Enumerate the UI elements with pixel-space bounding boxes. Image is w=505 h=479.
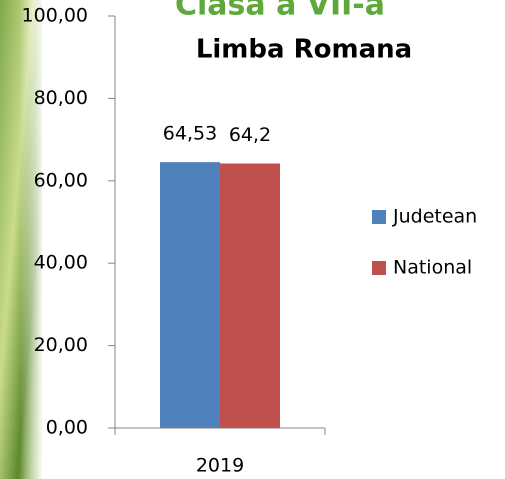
y-tick-label: 0,00 [46, 417, 88, 439]
chart: Clasa a VII-a Limba Romana 0,00 20,00 40,0… [0, 0, 505, 479]
page: {"chart_data": {"type": "bar", "subtitle… [0, 0, 505, 479]
legend-swatch [372, 261, 386, 275]
value-label: 64,2 [229, 124, 271, 146]
legend-label: National [393, 257, 472, 279]
y-tick-label: 100,00 [22, 5, 88, 27]
chart-subtitle: Clasa a VII-a [175, 0, 385, 23]
y-tick-label: 80,00 [34, 87, 88, 109]
value-label: 64,53 [163, 123, 217, 145]
bar [160, 162, 220, 428]
y-tick-label: 20,00 [34, 334, 88, 356]
y-tick-label: 60,00 [34, 169, 88, 191]
y-tick-label: 40,00 [34, 252, 88, 274]
x-tick-label: 2019 [196, 455, 244, 477]
legend-label: Judetean [392, 206, 477, 228]
chart-title: Limba Romana [196, 35, 412, 65]
legend-swatch [372, 210, 386, 224]
bar [220, 163, 280, 428]
background-fade [20, 0, 44, 479]
